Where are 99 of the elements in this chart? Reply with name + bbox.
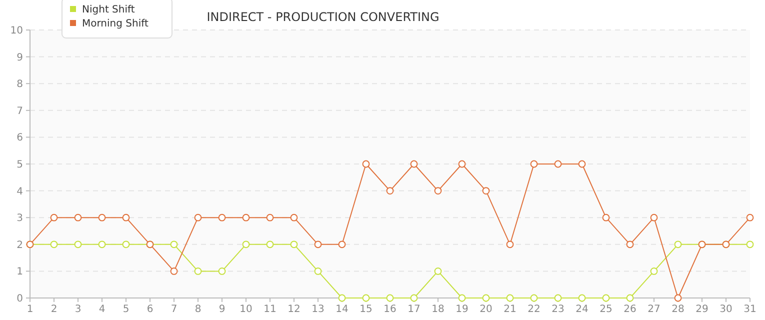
x-tick-label: 10 (240, 304, 252, 315)
point (50, 214, 58, 222)
x-tick-label: 9 (218, 304, 226, 315)
point (122, 240, 130, 248)
point (218, 214, 226, 222)
point (602, 294, 610, 302)
point (482, 187, 490, 194)
point (98, 240, 106, 248)
x-tick-label: 27 (648, 304, 660, 315)
y-tick-label: 2 (16, 240, 23, 251)
point (746, 240, 754, 248)
point (170, 268, 178, 275)
point (674, 294, 682, 302)
point (434, 268, 442, 275)
point (674, 240, 682, 248)
x-tick-label: 8 (194, 304, 202, 315)
point (338, 240, 346, 248)
point (506, 240, 514, 248)
point (194, 268, 202, 275)
point (554, 160, 562, 168)
x-tick-label: 16 (384, 304, 396, 315)
chart-title: INDIRECT - PRODUCTION CONVERTING (206, 10, 440, 24)
x-tick-label: 24 (576, 304, 588, 315)
point (74, 214, 82, 222)
point (482, 294, 490, 302)
y-tick-label: 10 (10, 26, 23, 36)
x-tick-label: 2 (50, 304, 58, 315)
x-tick-label: 31 (744, 304, 756, 315)
point (266, 240, 274, 248)
x-tick-label: 14 (336, 304, 348, 315)
x-tick-label: 3 (74, 304, 82, 315)
point (362, 160, 370, 168)
y-tick-label: 8 (16, 79, 23, 90)
y-tick-label: 3 (16, 213, 23, 224)
x-tick-label: 6 (146, 304, 154, 315)
point (266, 214, 274, 222)
x-tick-label: 29 (696, 304, 708, 315)
legend-label: Night Shift (82, 4, 135, 16)
point (362, 294, 370, 302)
point (290, 240, 298, 248)
x-tick-label: 11 (264, 304, 276, 315)
point (218, 268, 226, 275)
point (626, 240, 634, 248)
point (74, 240, 82, 248)
x-tick-label: 13 (312, 304, 324, 315)
point (626, 294, 634, 302)
y-tick-label: 4 (16, 186, 23, 198)
point (122, 214, 130, 222)
legend-label: Morning Shift (82, 18, 148, 30)
point (650, 214, 658, 222)
point (578, 160, 586, 168)
x-tick-label: 12 (288, 304, 300, 315)
point (386, 294, 394, 302)
y-tick-label: 0 (16, 294, 23, 304)
y-tick-label: 6 (16, 132, 23, 144)
x-tick-label: 25 (600, 304, 612, 315)
x-tick-label: 28 (672, 304, 684, 315)
x-tick-label: 22 (528, 304, 540, 315)
point (458, 160, 466, 168)
point (434, 187, 442, 194)
point (242, 214, 250, 222)
x-tick-label: 23 (552, 304, 564, 315)
x-tick-label: 5 (122, 304, 130, 315)
point (530, 160, 538, 168)
y-tick-label: 1 (16, 266, 23, 278)
x-tick-label: 1 (26, 304, 34, 315)
point (194, 214, 202, 222)
point (602, 214, 610, 222)
point (530, 294, 538, 302)
point (746, 214, 754, 222)
point (314, 240, 322, 248)
x-tick-label: 19 (456, 304, 468, 315)
point (290, 214, 298, 222)
x-tick-label: 15 (360, 304, 372, 315)
y-tick-label: 5 (16, 160, 23, 170)
point (98, 214, 106, 222)
y-tick-label: 7 (16, 106, 23, 117)
x-tick-label: 30 (720, 304, 732, 315)
x-tick-label: 18 (432, 304, 444, 315)
point (506, 294, 514, 302)
point (410, 294, 418, 302)
point (242, 240, 250, 248)
y-tick-label: 9 (16, 52, 23, 64)
x-tick-label: 20 (480, 304, 492, 315)
x-tick-label: 21 (504, 304, 516, 315)
x-tick-label: 17 (408, 304, 420, 315)
point (410, 160, 418, 168)
point (386, 187, 394, 194)
point (338, 294, 346, 302)
x-tick-label: 7 (170, 304, 178, 315)
point (314, 268, 322, 275)
point (170, 240, 178, 248)
point (554, 294, 562, 302)
x-tick-label: 4 (98, 304, 106, 315)
x-tick-label: 26 (624, 304, 636, 315)
point (458, 294, 466, 302)
point (578, 294, 586, 302)
point (50, 240, 58, 248)
point (650, 268, 658, 275)
